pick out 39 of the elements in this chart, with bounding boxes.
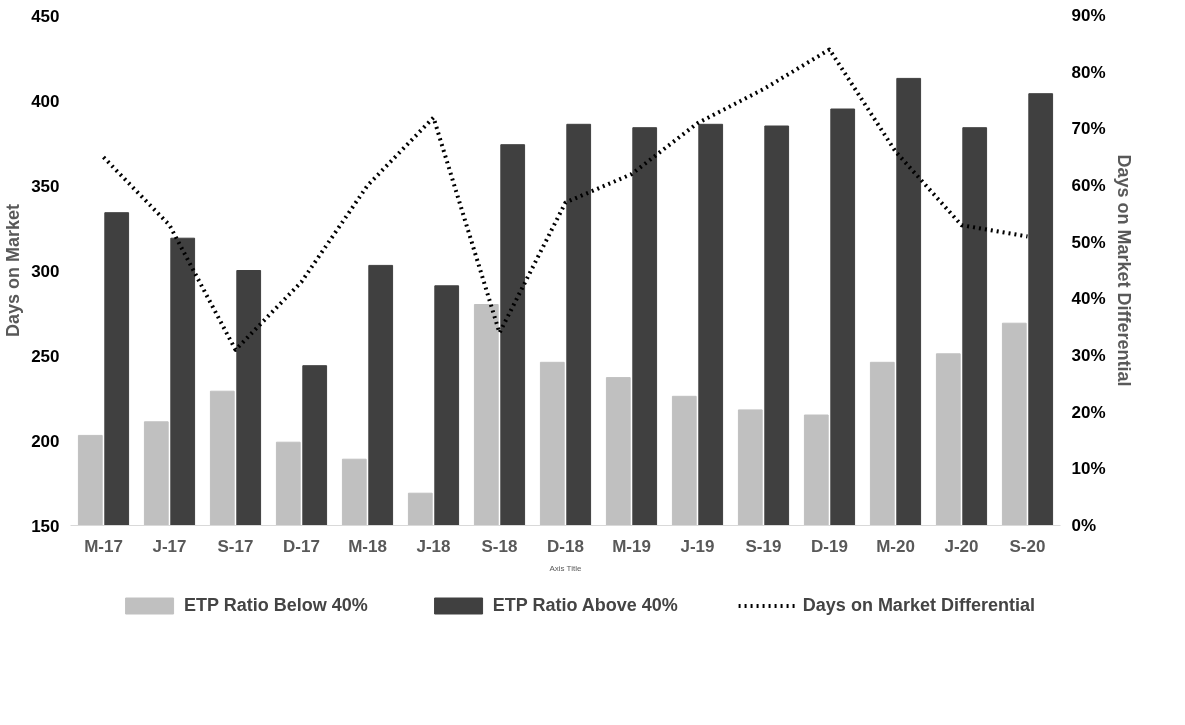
x-tick-label: D-18 — [547, 536, 584, 556]
x-tick-label: M-17 — [84, 536, 123, 556]
y-axis-title: Days on Market — [3, 203, 24, 338]
x-tick-label: J-20 — [944, 536, 979, 556]
x-tick-label: S-20 — [1009, 536, 1046, 556]
y2-tick-label: 20% — [1071, 402, 1106, 422]
line-series — [101, 47, 1030, 352]
legend-label: ETP Ratio Above 40% — [492, 594, 678, 616]
y2-tick-label: 40% — [1071, 289, 1106, 309]
y2-tick-label: 70% — [1071, 119, 1106, 139]
y2-tick-label: 90% — [1071, 6, 1106, 25]
y2-axis-title: Days on Market Differential — [1113, 154, 1134, 387]
x-tick-label: M-18 — [348, 536, 387, 556]
x-tick-label: S-19 — [745, 536, 782, 556]
y2-tick-label: 10% — [1071, 459, 1106, 479]
y2-tick-label: 60% — [1071, 176, 1106, 195]
y-tick-label: 450 — [31, 6, 60, 26]
x-tick-label: M-20 — [876, 536, 915, 556]
x-tick-label: D-19 — [811, 536, 848, 556]
y2-tick-label: 50% — [1071, 232, 1106, 252]
y-tick-label: 250 — [31, 346, 60, 366]
legend-label: ETP Ratio Below 40% — [184, 594, 368, 616]
y-tick-label: 350 — [31, 176, 60, 196]
x-axis-title: Axis Title — [549, 563, 582, 573]
legend-label: Days on Market Differential — [802, 594, 1035, 616]
x-tick-label: J-17 — [152, 536, 187, 556]
y2-tick-label: 30% — [1071, 346, 1106, 365]
x-tick-label: D-17 — [283, 536, 320, 556]
y2-tick-label: 0% — [1071, 516, 1097, 535]
x-tick-label: S-18 — [481, 536, 518, 556]
y-tick-label: 150 — [31, 516, 60, 536]
x-tick-label: J-19 — [680, 536, 715, 556]
y-tick-label: 200 — [31, 431, 60, 451]
y2-tick-label: 80% — [1071, 62, 1106, 82]
x-tick-label: J-18 — [416, 536, 451, 556]
x-tick-label: S-17 — [217, 536, 254, 556]
x-tick-label: M-19 — [612, 536, 651, 556]
y-tick-label: 400 — [31, 91, 60, 111]
y-tick-label: 300 — [31, 261, 60, 281]
